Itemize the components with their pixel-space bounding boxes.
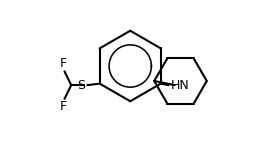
Text: S: S <box>78 79 85 92</box>
Text: HN: HN <box>170 79 189 92</box>
Text: F: F <box>59 57 67 70</box>
Text: F: F <box>59 100 67 113</box>
